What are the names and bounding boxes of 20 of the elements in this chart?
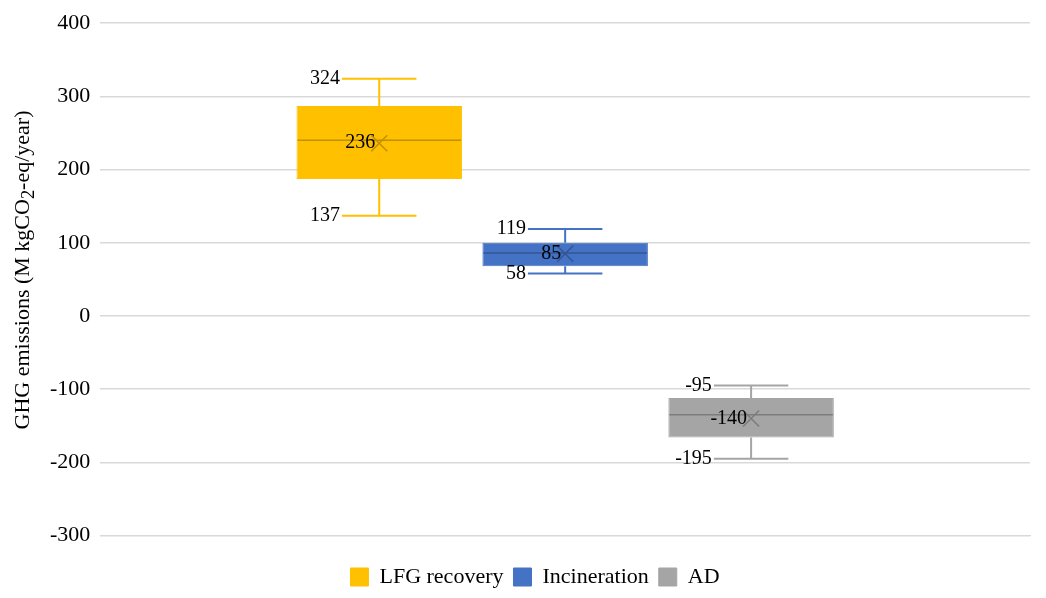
annotation: -140 xyxy=(710,405,748,428)
y-tick-label: 400 xyxy=(57,8,91,34)
y-tick-label: 200 xyxy=(57,155,91,181)
annotation: 119 xyxy=(496,216,526,239)
annotation: 85 xyxy=(541,241,562,264)
annotation: 58 xyxy=(505,260,526,283)
annotation: 137 xyxy=(309,202,340,225)
y-tick-label: -100 xyxy=(50,374,91,400)
y-tick-label: 0 xyxy=(79,301,91,327)
y-tick-label: -200 xyxy=(50,448,91,474)
y-tick-label: 100 xyxy=(57,228,91,254)
annotation: -95 xyxy=(685,372,712,395)
legend-label: LFG recovery xyxy=(379,562,504,588)
annotation: 324 xyxy=(309,66,340,89)
annotation: -195 xyxy=(675,445,712,468)
legend-label: Incineration xyxy=(542,562,649,588)
y-tick-label: 300 xyxy=(57,82,91,108)
y-tick-label: -300 xyxy=(50,521,91,547)
legend-label: AD xyxy=(687,562,720,588)
annotation: 236 xyxy=(345,130,376,153)
